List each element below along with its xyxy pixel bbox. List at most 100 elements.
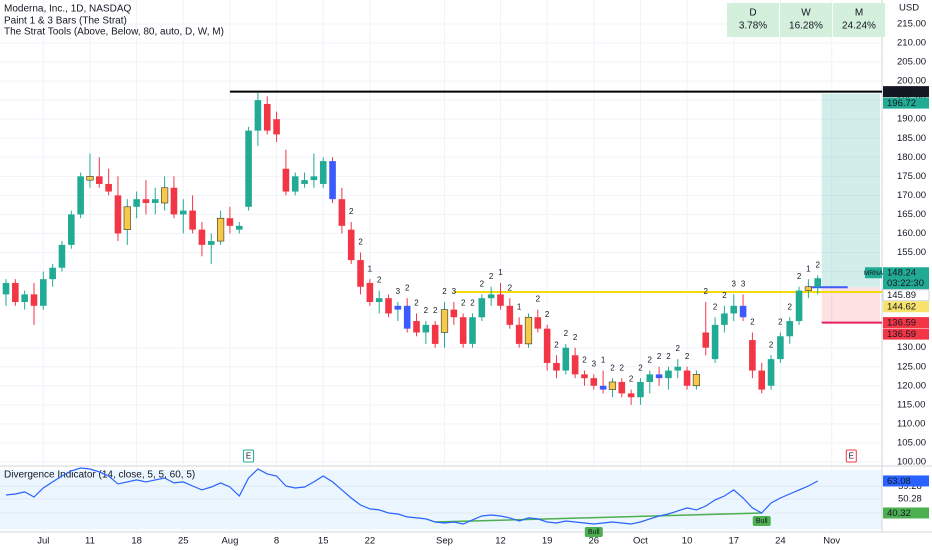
candle-body [385,298,392,314]
candle-body [739,305,747,318]
candle-body [49,267,56,280]
x-tick-label: Sep [436,536,453,547]
candle-body [469,317,476,344]
strat-label: 2 [685,352,690,361]
strat-value: 24.24% [842,21,876,32]
candle-body [786,321,794,337]
strat-label: 1 [498,268,503,277]
candle-body [216,217,225,242]
x-tick-label: 22 [365,536,376,547]
strat-label: 2 [424,306,429,315]
strat-label: 3 [396,287,401,296]
price-label: 144.62 [887,302,916,313]
candle-body [179,210,187,215]
candle-body [767,359,775,386]
strat-label: 1 [517,302,522,311]
strat-label: 2 [461,299,466,308]
strat-label: 2 [405,283,410,292]
candle-body [608,381,617,390]
strat-label: 2 [545,310,550,319]
strat-label: 2 [470,299,475,308]
candle-body [207,241,215,245]
indicator-value: 63.08 [887,476,911,487]
strat-label: 2 [610,363,615,372]
candle-body [524,316,533,345]
strat-label: 2 [480,279,485,288]
x-tick-label: 10 [682,536,693,547]
candle-body [133,199,140,207]
price-label: 136.59 [887,329,916,340]
strat-label: 2 [489,272,494,281]
price-label: 136.59 [887,317,916,328]
candle-body [702,332,710,348]
candle-body [375,298,383,303]
price-label-bg [883,328,929,340]
strat-label: 3 [741,279,746,288]
strat-label: 2 [722,291,727,300]
strat-label: 2 [676,344,681,353]
candle-body [459,317,467,344]
candle-body [553,362,560,371]
candle-body [161,187,169,204]
candle-body [571,355,579,375]
strat-label: 2 [414,299,419,308]
candle-body [795,290,803,322]
y-tick-label: 205.00 [897,57,926,68]
strat-cell [727,3,779,37]
strat-label: 2 [778,318,783,327]
price-label-bg [883,301,929,313]
strat-label: 2 [704,287,709,296]
candle-body [683,370,691,386]
strat-label: 2 [564,329,569,338]
y-tick-label: 160.00 [897,228,926,239]
candle-body [235,225,243,230]
price-label-bg [882,289,930,302]
candle-body [123,206,131,230]
y-tick-label: 125.00 [897,361,926,372]
candle-body [95,176,103,184]
price-label-bg [883,317,929,329]
strat-label: 2 [629,375,634,384]
candle-body [151,199,159,203]
candle-body [254,100,262,131]
candle-body [562,347,570,371]
indicator-name: The Strat Tools (Above, Below, 80, auto,… [4,27,224,38]
strat-label: 2 [750,318,755,327]
candle-body [105,183,112,192]
signal-label: Bull [588,529,600,536]
candle-body [590,378,598,386]
candle-body [301,180,308,184]
x-tick-label: 19 [542,536,553,547]
candle-body [749,340,756,371]
candle-body [40,279,47,306]
candle-body [534,317,542,329]
earnings-marker [845,449,857,463]
candle-body [627,393,635,398]
x-tick-label: 17 [728,536,739,547]
indicator-title: Divergence Indicator (14, close, 5, 5, 6… [4,470,195,481]
y-tick-label: 190.00 [897,114,926,125]
candle-body [68,214,75,245]
candle-body [245,130,252,207]
strat-timeframe: M [855,8,863,19]
y-tick-label: 170.00 [897,190,926,201]
x-tick-label: 26 [589,536,600,547]
candle-body [86,176,94,181]
candle-body [543,328,551,363]
candle-body [170,187,178,215]
strat-label: 2 [787,302,792,311]
candle-body [12,282,19,303]
candle-body [273,119,280,135]
y-tick-label: 100.00 [897,456,926,467]
strat-value: 3.78% [739,21,767,32]
candle-body [310,176,318,181]
candle-body [646,374,654,382]
candle-body [721,313,728,325]
earnings-label: E [849,452,854,461]
candle-body [730,305,738,314]
candle-body [282,168,290,192]
candle-body [291,176,299,192]
candle-body [77,176,84,215]
